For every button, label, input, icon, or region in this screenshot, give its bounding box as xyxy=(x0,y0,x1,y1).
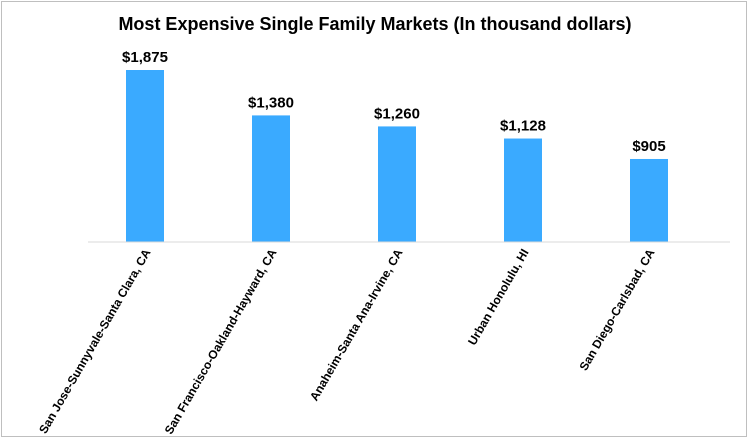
category-label-5: San Diego-Carlsbad, CA xyxy=(576,246,657,373)
bar-2 xyxy=(252,115,290,242)
bar-4 xyxy=(504,138,542,242)
data-label-3: $1,260 xyxy=(374,105,420,122)
bar-5 xyxy=(630,158,668,242)
data-label-4: $1,128 xyxy=(500,118,546,135)
category-label-4: Urban Honolulu, HI xyxy=(465,247,531,348)
category-labels-group: San Jose-Sunnyvale-Santa Clara, CA San Fr… xyxy=(36,246,658,436)
data-labels-group: $1,875 $1,380 $1,260 $1,128 $905 xyxy=(122,49,666,155)
bars-group xyxy=(126,70,668,242)
data-label-1: $1,875 xyxy=(122,49,168,66)
data-label-5: $905 xyxy=(632,138,665,155)
chart-title: Most Expensive Single Family Markets (In… xyxy=(118,14,631,34)
bar-1 xyxy=(126,70,164,242)
category-label-1: San Jose-Sunnyvale-Santa Clara, CA xyxy=(36,246,154,436)
bar-3 xyxy=(378,126,416,242)
category-label-2: San Francisco-Oakland-Hayward, CA xyxy=(162,246,280,436)
data-label-2: $1,380 xyxy=(248,94,294,111)
category-label-3: Anaheim-Santa Ana-Irvine, CA xyxy=(307,246,406,403)
